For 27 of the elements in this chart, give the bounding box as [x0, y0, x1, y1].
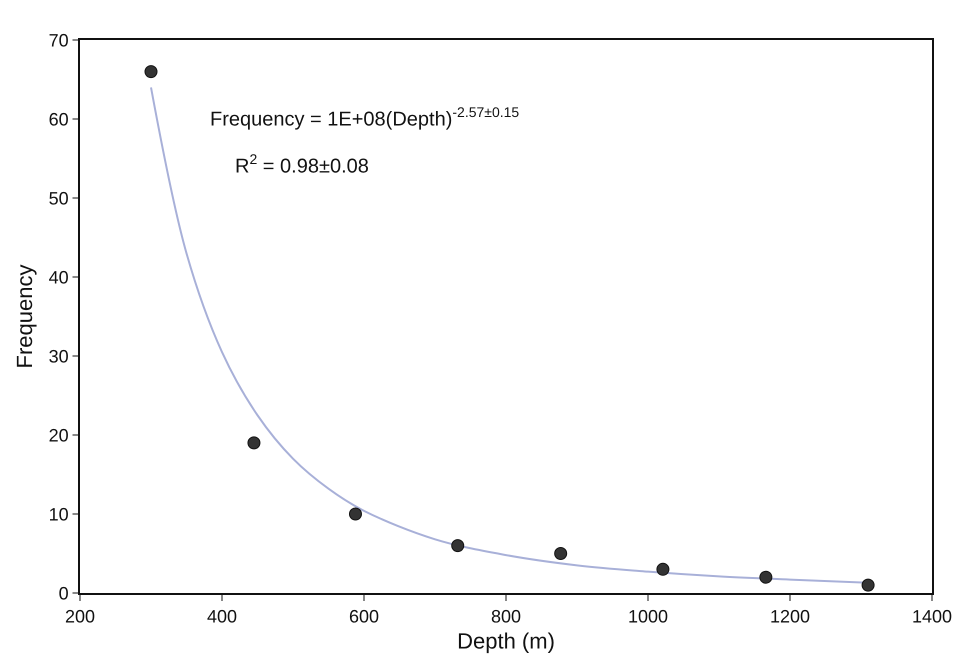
annotation: Frequency = 1E+08(Depth)$^{-2.57±0.15}$ — [210, 104, 520, 130]
x-tick-label: 800 — [490, 606, 522, 626]
y-tick-label: 20 — [48, 425, 69, 446]
y-tick-label: 30 — [48, 346, 69, 366]
point — [862, 578, 875, 592]
y-tick-label: 70 — [48, 30, 69, 50]
y-axis-title: Frequency — [12, 264, 37, 368]
x-tick-label: 600 — [348, 606, 380, 626]
x-tick-label: 200 — [64, 606, 96, 626]
annotation: R$^{2}$ = 0.98±0.08 — [235, 151, 369, 178]
x-tick-label: 1000 — [628, 606, 668, 626]
y-tick-label: 50 — [48, 188, 69, 208]
point — [451, 539, 464, 552]
x-axis-title: Depth (m) — [457, 628, 555, 654]
x-tick-label: 1400 — [912, 606, 952, 626]
y-tick-label: 40 — [48, 267, 69, 288]
y-tick-label: 10 — [48, 504, 69, 524]
point — [348, 508, 362, 520]
y-tick-label: 0 — [58, 583, 69, 604]
x-tick-label: 400 — [206, 606, 238, 626]
point — [759, 570, 772, 584]
point — [656, 562, 670, 576]
point — [247, 436, 260, 450]
y-tick-label: 60 — [48, 109, 69, 130]
x-tick-label: 1200 — [770, 606, 810, 626]
point — [144, 65, 158, 78]
point — [554, 547, 568, 560]
